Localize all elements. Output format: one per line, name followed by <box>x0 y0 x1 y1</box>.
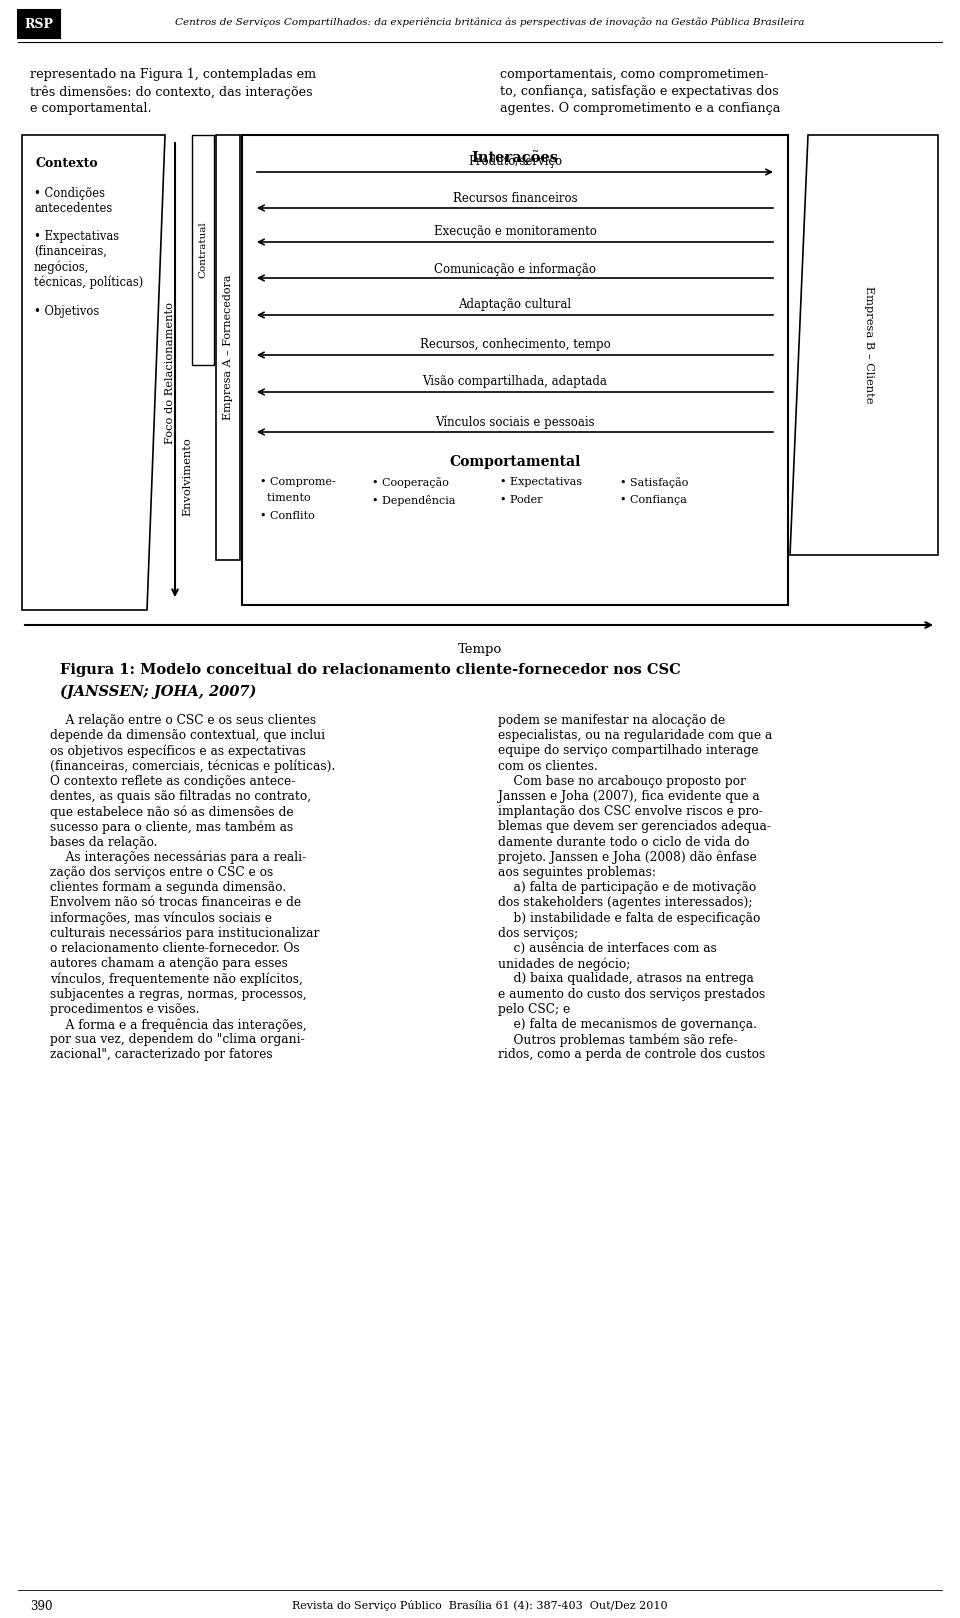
Text: dentes, as quais são filtradas no contrato,: dentes, as quais são filtradas no contra… <box>50 790 311 803</box>
Text: Contexto: Contexto <box>36 157 99 170</box>
Polygon shape <box>790 134 938 555</box>
Text: Recursos financeiros: Recursos financeiros <box>453 193 577 205</box>
Text: • Condições: • Condições <box>34 188 105 201</box>
Text: clientes formam a segunda dimensão.: clientes formam a segunda dimensão. <box>50 882 286 895</box>
Text: especialistas, ou na regularidade com que a: especialistas, ou na regularidade com qu… <box>498 730 773 743</box>
Text: c) ausência de interfaces com as: c) ausência de interfaces com as <box>498 942 717 955</box>
Text: (financeiras,: (financeiras, <box>34 244 107 257</box>
Text: Produto/serviço: Produto/serviço <box>468 155 562 168</box>
Text: • Conflito: • Conflito <box>260 511 315 521</box>
Text: Comportamental: Comportamental <box>449 455 581 469</box>
Text: O contexto reflete as condições antece-: O contexto reflete as condições antece- <box>50 775 296 788</box>
Text: Envolvem não só trocas financeiras e de: Envolvem não só trocas financeiras e de <box>50 896 301 909</box>
Text: • Satisfação: • Satisfação <box>620 477 688 489</box>
Text: Vínculos sociais e pessoais: Vínculos sociais e pessoais <box>435 414 595 429</box>
Text: depende da dimensão contextual, que inclui: depende da dimensão contextual, que incl… <box>50 730 325 743</box>
Bar <box>192 134 214 366</box>
Text: (JANSSEN; JOHA, 2007): (JANSSEN; JOHA, 2007) <box>60 684 256 699</box>
Text: • Poder: • Poder <box>500 495 542 505</box>
Text: Adaptação cultural: Adaptação cultural <box>459 298 571 311</box>
Text: Revista do Serviço Público  Brasília 61 (4): 387-403  Out/Dez 2010: Revista do Serviço Público Brasília 61 (… <box>292 1600 668 1612</box>
Polygon shape <box>22 134 165 610</box>
Text: com os clientes.: com os clientes. <box>498 759 598 773</box>
Text: • Expectativas: • Expectativas <box>500 477 582 487</box>
Text: Execução e monitoramento: Execução e monitoramento <box>434 225 596 238</box>
Text: podem se manifestar na alocação de: podem se manifestar na alocação de <box>498 714 725 726</box>
Text: A forma e a frequência das interações,: A forma e a frequência das interações, <box>50 1018 307 1032</box>
Text: informações, mas vínculos sociais e: informações, mas vínculos sociais e <box>50 911 272 925</box>
Text: Com base no arcabouço proposto por: Com base no arcabouço proposto por <box>498 775 746 788</box>
Text: dos stakeholders (agentes interessados);: dos stakeholders (agentes interessados); <box>498 896 753 909</box>
Text: unidades de negócio;: unidades de negócio; <box>498 958 631 971</box>
Text: projeto. Janssen e Joha (2008) dão ênfase: projeto. Janssen e Joha (2008) dão ênfas… <box>498 851 756 864</box>
Text: • Confiança: • Confiança <box>620 495 686 505</box>
Text: por sua vez, dependem do "clima organi-: por sua vez, dependem do "clima organi- <box>50 1034 304 1047</box>
Text: a) falta de participação e de motivação: a) falta de participação e de motivação <box>498 882 756 895</box>
Text: zacional", caracterizado por fatores: zacional", caracterizado por fatores <box>50 1048 273 1061</box>
Text: implantação dos CSC envolve riscos e pro-: implantação dos CSC envolve riscos e pro… <box>498 806 763 819</box>
Text: comportamentais, como comprometimen-: comportamentais, como comprometimen- <box>500 68 768 81</box>
Text: Empresa B – Cliente: Empresa B – Cliente <box>864 286 874 404</box>
Text: subjacentes a regras, normas, processos,: subjacentes a regras, normas, processos, <box>50 987 307 1000</box>
Text: Comunicação e informação: Comunicação e informação <box>434 264 596 277</box>
Text: Visão compartilhada, adaptada: Visão compartilhada, adaptada <box>422 375 608 388</box>
Text: Foco do Relacionamento: Foco do Relacionamento <box>165 301 175 443</box>
Text: dos serviços;: dos serviços; <box>498 927 578 940</box>
Text: Empresa A – Fornecedora: Empresa A – Fornecedora <box>223 275 233 421</box>
Text: b) instabilidade e falta de especificação: b) instabilidade e falta de especificaçã… <box>498 911 760 924</box>
Text: ridos, como a perda de controle dos custos: ridos, como a perda de controle dos cust… <box>498 1048 765 1061</box>
Text: • Comprome-: • Comprome- <box>260 477 336 487</box>
Text: damente durante todo o ciclo de vida do: damente durante todo o ciclo de vida do <box>498 835 750 848</box>
Text: RSP: RSP <box>25 18 54 31</box>
Text: Figura 1: Modelo conceitual do relacionamento cliente-fornecedor nos CSC: Figura 1: Modelo conceitual do relaciona… <box>60 663 681 676</box>
Text: autores chamam a atenção para esses: autores chamam a atenção para esses <box>50 958 288 971</box>
Text: bases da relação.: bases da relação. <box>50 835 157 848</box>
Text: to, confiança, satisfação e expectativas dos: to, confiança, satisfação e expectativas… <box>500 86 779 99</box>
Text: e aumento do custo dos serviços prestados: e aumento do custo dos serviços prestado… <box>498 987 765 1000</box>
Bar <box>216 134 240 560</box>
Bar <box>242 134 788 605</box>
Text: sucesso para o cliente, mas também as: sucesso para o cliente, mas também as <box>50 820 293 833</box>
Text: timento: timento <box>260 493 311 503</box>
Text: Envolvimento: Envolvimento <box>182 437 192 516</box>
Text: Janssen e Joha (2007), fica evidente que a: Janssen e Joha (2007), fica evidente que… <box>498 790 759 803</box>
Bar <box>18 10 60 37</box>
Text: • Dependência: • Dependência <box>372 495 455 506</box>
Text: • Cooperação: • Cooperação <box>372 477 449 489</box>
Text: vínculos, frequentemente não explícitos,: vínculos, frequentemente não explícitos, <box>50 972 302 985</box>
Text: que estabelece não só as dimensões de: que estabelece não só as dimensões de <box>50 806 294 819</box>
Text: e comportamental.: e comportamental. <box>30 102 152 115</box>
Text: A relação entre o CSC e os seus clientes: A relação entre o CSC e os seus clientes <box>50 714 316 726</box>
Text: antecedentes: antecedentes <box>34 202 112 215</box>
Text: Interações: Interações <box>471 150 559 165</box>
Text: (financeiras, comerciais, técnicas e políticas).: (financeiras, comerciais, técnicas e pol… <box>50 759 335 773</box>
Text: três dimensões: do contexto, das interações: três dimensões: do contexto, das interaç… <box>30 86 313 99</box>
Text: culturais necessários para institucionalizar: culturais necessários para institucional… <box>50 927 320 940</box>
Text: pelo CSC; e: pelo CSC; e <box>498 1003 570 1016</box>
Text: equipe do serviço compartilhado interage: equipe do serviço compartilhado interage <box>498 744 758 757</box>
Text: representado na Figura 1, contempladas em: representado na Figura 1, contempladas e… <box>30 68 316 81</box>
Text: negócios,: negócios, <box>34 260 89 273</box>
Text: Outros problemas também são refe-: Outros problemas também são refe- <box>498 1034 737 1047</box>
Text: Recursos, conhecimento, tempo: Recursos, conhecimento, tempo <box>420 338 611 351</box>
Text: • Objetivos: • Objetivos <box>34 306 99 319</box>
Text: As interações necessárias para a reali-: As interações necessárias para a reali- <box>50 851 306 864</box>
Text: Centros de Serviços Compartilhados: da experiência britânica às perspectivas de : Centros de Serviços Compartilhados: da e… <box>176 18 804 28</box>
Text: e) falta de mecanismos de governança.: e) falta de mecanismos de governança. <box>498 1018 757 1031</box>
Text: • Expectativas: • Expectativas <box>34 230 119 243</box>
Text: aos seguintes problemas:: aos seguintes problemas: <box>498 866 656 879</box>
Text: Tempo: Tempo <box>458 642 502 655</box>
Text: procedimentos e visões.: procedimentos e visões. <box>50 1003 200 1016</box>
Text: técnicas, políticas): técnicas, políticas) <box>34 275 143 288</box>
Text: 390: 390 <box>30 1600 53 1613</box>
Text: zação dos serviços entre o CSC e os: zação dos serviços entre o CSC e os <box>50 866 274 879</box>
Text: d) baixa qualidade, atrasos na entrega: d) baixa qualidade, atrasos na entrega <box>498 972 754 985</box>
Text: agentes. O comprometimento e a confiança: agentes. O comprometimento e a confiança <box>500 102 780 115</box>
Text: os objetivos específicos e as expectativas: os objetivos específicos e as expectativ… <box>50 744 306 757</box>
Text: o relacionamento cliente-fornecedor. Os: o relacionamento cliente-fornecedor. Os <box>50 942 300 955</box>
Text: Contratual: Contratual <box>199 222 207 278</box>
Text: blemas que devem ser gerenciados adequa-: blemas que devem ser gerenciados adequa- <box>498 820 771 833</box>
